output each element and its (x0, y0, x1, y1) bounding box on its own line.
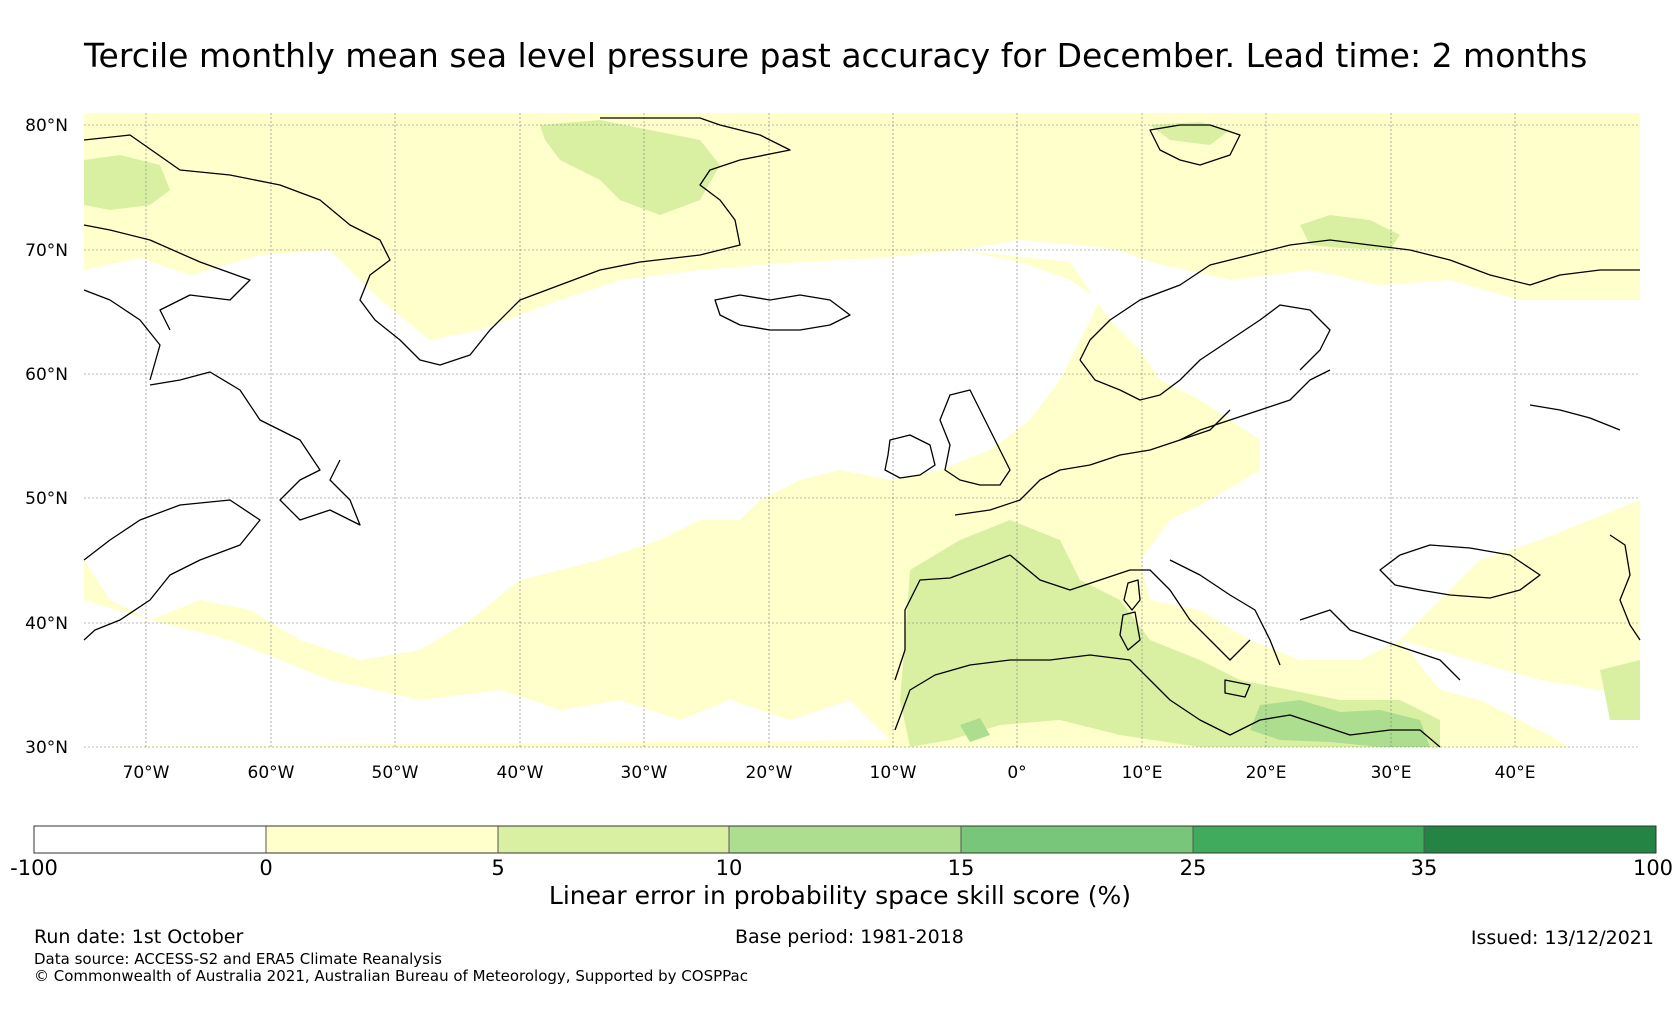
coastlines (83, 117, 1641, 748)
colorbar-outline (33, 825, 1657, 854)
colorbar: -100 0 5 10 15 25 35 100 (10, 825, 1673, 880)
colorbar-title: Linear error in probability space skill … (548, 881, 1132, 910)
issued-date: Issued: 13/12/2021 (1470, 927, 1654, 949)
lon-tick-label: 10°W (870, 763, 917, 783)
base-period: Base period: 1981-2018 (735, 926, 964, 948)
lon-tick-label: 10°E (1122, 763, 1163, 783)
colorbar-swatch (1193, 826, 1424, 853)
skill-region-10-15 (960, 700, 1430, 747)
colorbar-tick-label: 0 (259, 856, 272, 880)
lon-axis: 70°W 60°W 50°W 40°W 30°W 20°W 10°W 0° 10… (123, 763, 1536, 783)
lat-tick-label: 70°N (25, 241, 68, 261)
lat-tick-label: 50°N (25, 489, 68, 509)
lon-tick-label: 30°E (1371, 763, 1412, 783)
lat-tick-label: 40°N (25, 614, 68, 634)
lat-axis: 80°N 70°N 60°N 50°N 40°N 30°N (25, 116, 68, 758)
map-plot-area (83, 113, 1641, 748)
run-date: Run date: 1st October (34, 926, 244, 948)
lon-tick-label: 20°E (1246, 763, 1287, 783)
lat-tick-label: 80°N (25, 116, 68, 136)
colorbar-tick-label: -100 (10, 856, 58, 880)
skill-region-negative (84, 240, 1640, 747)
colorbar-swatch (729, 826, 961, 853)
colorbar-tick-label: 10 (716, 856, 743, 880)
colorbar-tick-label: 25 (1180, 856, 1207, 880)
colorbar-tick-label: 5 (491, 856, 504, 880)
data-source: Data source: ACCESS-S2 and ERA5 Climate … (34, 950, 442, 968)
colorbar-tick-label: 100 (1633, 856, 1673, 880)
lon-tick-label: 60°W (248, 763, 295, 783)
lat-tick-label: 60°N (25, 365, 68, 385)
colorbar-swatch (266, 826, 498, 853)
map-gridlines (84, 113, 1640, 748)
skill-region-5-10 (84, 120, 1640, 747)
copyright-notice: © Commonwealth of Australia 2021, Austra… (34, 967, 748, 985)
lon-tick-label: 40°E (1495, 763, 1536, 783)
lat-tick-label: 30°N (25, 738, 68, 758)
colorbar-swatch (961, 826, 1193, 853)
colorbar-tick-label: 35 (1411, 856, 1438, 880)
colorbar-tick-label: 15 (948, 856, 975, 880)
lon-tick-label: 70°W (123, 763, 170, 783)
colorbar-swatch (1424, 826, 1656, 853)
map-title: Tercile monthly mean sea level pressure … (84, 36, 1588, 75)
colorbar-swatch (498, 826, 729, 853)
lon-tick-label: 40°W (497, 763, 544, 783)
lon-tick-label: 30°W (621, 763, 668, 783)
colorbar-swatch (34, 826, 266, 853)
lon-tick-label: 50°W (372, 763, 419, 783)
lon-tick-label: 20°W (746, 763, 793, 783)
lon-tick-label: 0° (1007, 763, 1026, 783)
